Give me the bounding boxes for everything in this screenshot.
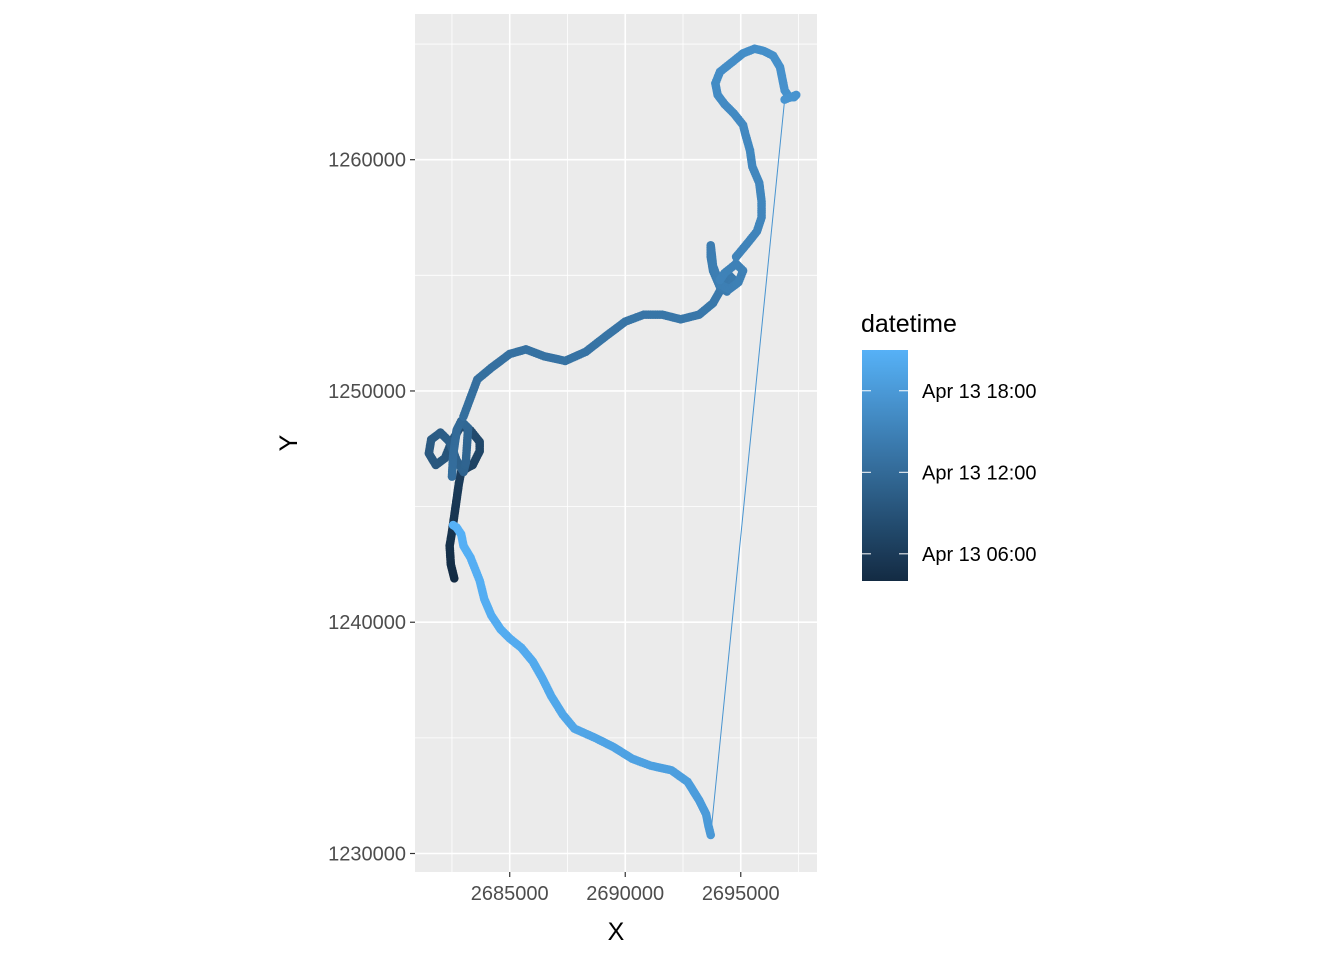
legend-break-label-0: Apr 13 06:00 xyxy=(922,544,1037,566)
x-axis-ticks: 2685000 2690000 2695000 xyxy=(471,872,780,905)
track-point-0-29 xyxy=(447,472,457,481)
track-point-3-25 xyxy=(448,520,458,530)
legend-break-label-1: Apr 13 12:00 xyxy=(922,462,1037,484)
y-axis-title: Y xyxy=(275,434,303,451)
legend-title: datetime xyxy=(861,310,957,338)
y-tick-label-1: 1240000 xyxy=(328,612,406,634)
track-gap-2 xyxy=(710,99,786,836)
y-tick-label-3: 1260000 xyxy=(328,150,406,172)
track-point-1-30 xyxy=(715,275,725,285)
x-tick-label-0: 2685000 xyxy=(471,883,549,905)
x-tick-label-2: 2695000 xyxy=(702,883,780,905)
legend-breaks: Apr 13 06:00 Apr 13 12:00 Apr 13 18:00 xyxy=(862,381,1037,566)
grid-minor xyxy=(415,14,817,872)
track-points xyxy=(424,44,801,840)
y-tick-label-2: 1250000 xyxy=(328,381,406,403)
track-point-2-26 xyxy=(780,95,789,104)
x-axis-title: X xyxy=(608,918,625,946)
legend-break-label-2: Apr 13 18:00 xyxy=(922,381,1037,403)
y-tick-label-0: 1230000 xyxy=(328,843,406,865)
x-tick-label-1: 2690000 xyxy=(586,883,664,905)
legend-colorbar xyxy=(862,350,908,581)
y-axis-ticks: 1230000 1240000 1250000 1260000 xyxy=(328,150,415,865)
grid-major xyxy=(415,14,817,872)
